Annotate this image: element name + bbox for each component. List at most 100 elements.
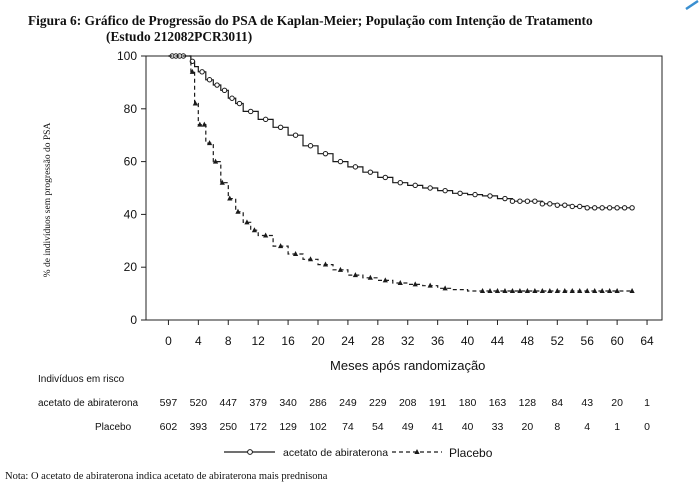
risk-count: 208 (399, 397, 417, 409)
risk-count: 1 (614, 421, 620, 433)
censor-mark-abiraterona (236, 100, 243, 107)
risk-count: 1 (644, 397, 650, 409)
censor-mark-abiraterona (322, 150, 329, 157)
series-line-placebo (168, 55, 633, 292)
risk-count: 379 (249, 397, 267, 409)
x-tick-label: 48 (521, 334, 535, 348)
x-tick-label: 12 (251, 334, 265, 348)
censor-mark-placebo (524, 287, 530, 293)
censor-mark-abiraterona (591, 205, 598, 211)
censor-mark-abiraterona (442, 187, 448, 194)
y-tick-label: 40 (124, 207, 138, 221)
risk-count: 20 (611, 397, 623, 409)
censor-mark-placebo (442, 285, 448, 291)
x-tick-label: 60 (610, 334, 624, 348)
censor-mark-placebo (397, 280, 403, 286)
censor-mark-placebo (539, 287, 545, 293)
censor-mark-placebo (554, 287, 560, 293)
censor-mark-placebo (562, 287, 568, 293)
censor-mark-abiraterona (487, 193, 493, 199)
risk-count: 40 (462, 421, 474, 433)
censor-mark-abiraterona (539, 201, 546, 207)
legend-label-abiraterona: acetato de abiraterona (283, 447, 388, 459)
risk-count: 602 (160, 421, 178, 433)
censor-mark-abiraterona (292, 132, 299, 138)
censor-mark-abiraterona (206, 77, 213, 83)
censor-mark-placebo (278, 243, 284, 249)
risk-count: 249 (339, 397, 357, 409)
censor-mark-abiraterona (472, 191, 478, 198)
censor-mark-placebo (263, 232, 269, 238)
censor-mark-abiraterona (229, 95, 235, 101)
censor-mark-placebo (607, 287, 613, 293)
risk-count: 84 (551, 397, 563, 409)
risk-table-header: Indivíduos em risco (38, 374, 125, 385)
censor-mark-abiraterona (247, 108, 254, 115)
censor-mark-abiraterona (532, 198, 538, 204)
x-tick-label: 40 (461, 334, 475, 348)
censor-mark-placebo (212, 158, 219, 164)
figure-note: Nota: O acetato de abiraterona indica ac… (5, 471, 328, 482)
censor-mark-placebo (206, 140, 213, 146)
legend-marker-placebo (414, 449, 420, 454)
censor-mark-placebo (227, 195, 233, 201)
risk-count: 41 (432, 421, 444, 433)
x-tick-label: 44 (491, 334, 505, 348)
censor-mark-placebo (629, 287, 635, 293)
censor-mark-abiraterona (221, 87, 228, 94)
risk-count: 128 (519, 397, 537, 409)
censor-mark-placebo (307, 256, 314, 262)
risk-count: 250 (219, 421, 237, 433)
censor-mark-abiraterona (502, 195, 508, 202)
censor-mark-placebo (487, 287, 493, 293)
censor-mark-abiraterona (397, 180, 403, 186)
censor-mark-abiraterona (569, 203, 575, 210)
risk-count: 0 (644, 421, 650, 433)
risk-count: 447 (219, 397, 237, 409)
y-tick-label: 0 (130, 313, 137, 327)
censor-mark-placebo (251, 227, 258, 233)
censor-mark-abiraterona (412, 182, 418, 189)
risk-row-label: acetato de abiraterona (38, 398, 139, 409)
x-tick-label: 52 (551, 334, 565, 348)
censor-mark-abiraterona (277, 124, 284, 130)
censor-mark-placebo (569, 287, 575, 293)
censor-mark-placebo (235, 208, 241, 214)
risk-count: 102 (309, 421, 327, 433)
risk-count: 191 (429, 397, 447, 409)
censor-mark-placebo (197, 121, 203, 127)
censor-mark-abiraterona (457, 190, 463, 196)
censor-mark-placebo (592, 287, 598, 293)
x-tick-label: 24 (341, 334, 355, 348)
censor-mark-placebo (201, 121, 207, 127)
risk-count: 129 (279, 421, 297, 433)
censor-mark-placebo (427, 282, 433, 288)
risk-count: 43 (581, 397, 593, 409)
censor-mark-placebo (352, 272, 358, 278)
censor-mark-placebo (292, 251, 299, 256)
x-axis-label: Meses após randomização (330, 358, 485, 373)
x-tick-label: 64 (640, 334, 654, 348)
risk-count: 74 (342, 421, 354, 433)
risk-count: 20 (522, 421, 534, 433)
censor-mark-abiraterona (577, 203, 583, 210)
censor-mark-placebo (502, 287, 508, 293)
x-tick-label: 56 (581, 334, 595, 348)
x-tick-label: 32 (401, 334, 415, 348)
x-tick-label: 8 (225, 334, 232, 348)
censor-mark-placebo (599, 287, 605, 293)
censor-mark-abiraterona (307, 143, 314, 149)
censor-mark-abiraterona (547, 201, 553, 207)
censor-mark-abiraterona (621, 205, 628, 211)
censor-mark-abiraterona (524, 198, 531, 204)
censor-mark-placebo (192, 100, 198, 106)
y-tick-label: 20 (124, 260, 138, 274)
censor-mark-abiraterona (262, 116, 269, 123)
figure-title: Figura 6: Gráfico de Progressão do PSA d… (28, 13, 688, 45)
risk-count: 49 (402, 421, 414, 433)
censor-mark-abiraterona (517, 198, 523, 204)
censor-mark-placebo (547, 287, 553, 293)
censor-mark-abiraterona (562, 202, 568, 208)
plot-frame (145, 55, 663, 321)
